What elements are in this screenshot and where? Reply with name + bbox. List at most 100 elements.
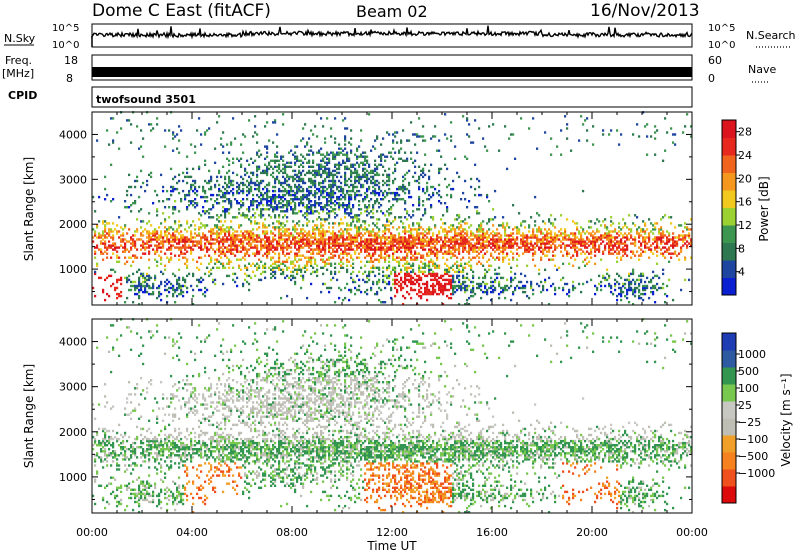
power-cell [300,210,303,213]
power-cell [304,266,307,269]
power-cell [410,256,413,259]
power-cell [268,208,271,211]
power-cell [276,204,279,207]
power-cell [186,266,189,269]
power-cell [402,238,405,241]
power-cell [212,242,215,245]
power-cell [336,248,339,251]
power-cell [164,220,167,223]
power-cell [398,248,401,251]
power-cell [220,189,223,193]
power-cell [438,284,441,288]
power-cell [372,175,375,179]
power-cell [374,246,377,249]
power-cell [350,246,353,249]
power-cell [202,232,205,235]
power-cell [462,234,465,237]
power-cell [234,238,237,241]
power-cell [328,214,331,217]
power-cell [332,276,335,280]
power-cell [348,244,351,247]
power-cell [274,270,277,274]
power-cell [184,175,187,179]
power-cell [346,238,349,241]
power-cell [284,260,287,263]
power-cell [246,268,249,271]
power-cell [324,165,327,168]
power-cell [392,191,395,195]
power-cell [308,137,311,140]
power-cell [528,224,531,227]
power-cell [254,216,257,219]
power-cell [168,238,171,241]
power-cell [422,125,425,128]
power-cell [270,276,273,280]
power-cell [502,252,505,255]
power-cell [430,206,433,209]
power-cell [402,236,405,239]
power-cell [410,236,413,239]
power-cell [134,286,137,290]
power-cell [322,224,325,227]
power-cell [458,248,461,251]
power-cell [422,228,425,231]
power-cell [446,278,449,282]
power-cell [196,240,199,243]
power-cell [236,185,239,189]
power-cell [362,246,365,249]
power-cell [294,224,297,227]
power-cell [498,256,501,259]
power-cell [148,250,151,253]
power-cell [532,228,535,231]
power-cell [262,193,265,197]
power-cell [246,230,249,233]
power-cell [288,191,291,195]
power-cell [476,282,479,286]
power-cell [512,246,515,249]
power-cell [228,274,231,278]
power-cell [388,242,391,245]
power-cell [328,242,331,245]
power-cell [368,278,371,282]
power-cell [466,284,469,288]
power-cell [98,248,101,251]
power-cell [258,181,261,185]
power-cell [452,268,455,271]
power-cell [372,244,375,247]
power-cell [194,151,197,154]
power-cell [488,236,491,239]
power-cell [416,242,419,245]
power-cell [322,232,325,235]
power-cell [324,204,327,207]
power-cell [284,187,287,191]
power-cell [134,280,137,284]
power-cell [360,266,363,269]
power-cell [498,248,501,251]
power-cell [322,159,325,162]
power-cell [344,246,347,249]
power-cell [330,171,333,175]
power-cell [358,177,361,181]
power-cell [106,276,109,280]
power-cell [358,189,361,193]
power-cell [352,204,355,207]
power-cell [350,171,353,175]
power-cell [358,181,361,185]
power-cell [426,254,429,257]
power-cell [310,236,313,239]
power-cell [212,266,215,269]
power-cell [470,280,473,284]
power-cell [492,240,495,243]
power-cell [264,226,267,229]
power-cell [348,236,351,239]
power-cell [290,165,293,168]
power-cell [538,230,541,233]
power-cell [220,240,223,243]
power-cell [396,238,399,241]
power-cell [226,198,229,201]
power-cell [212,280,215,284]
power-cell [244,167,247,171]
power-cell [316,252,319,255]
power-cell [344,242,347,245]
power-cell [418,284,421,288]
